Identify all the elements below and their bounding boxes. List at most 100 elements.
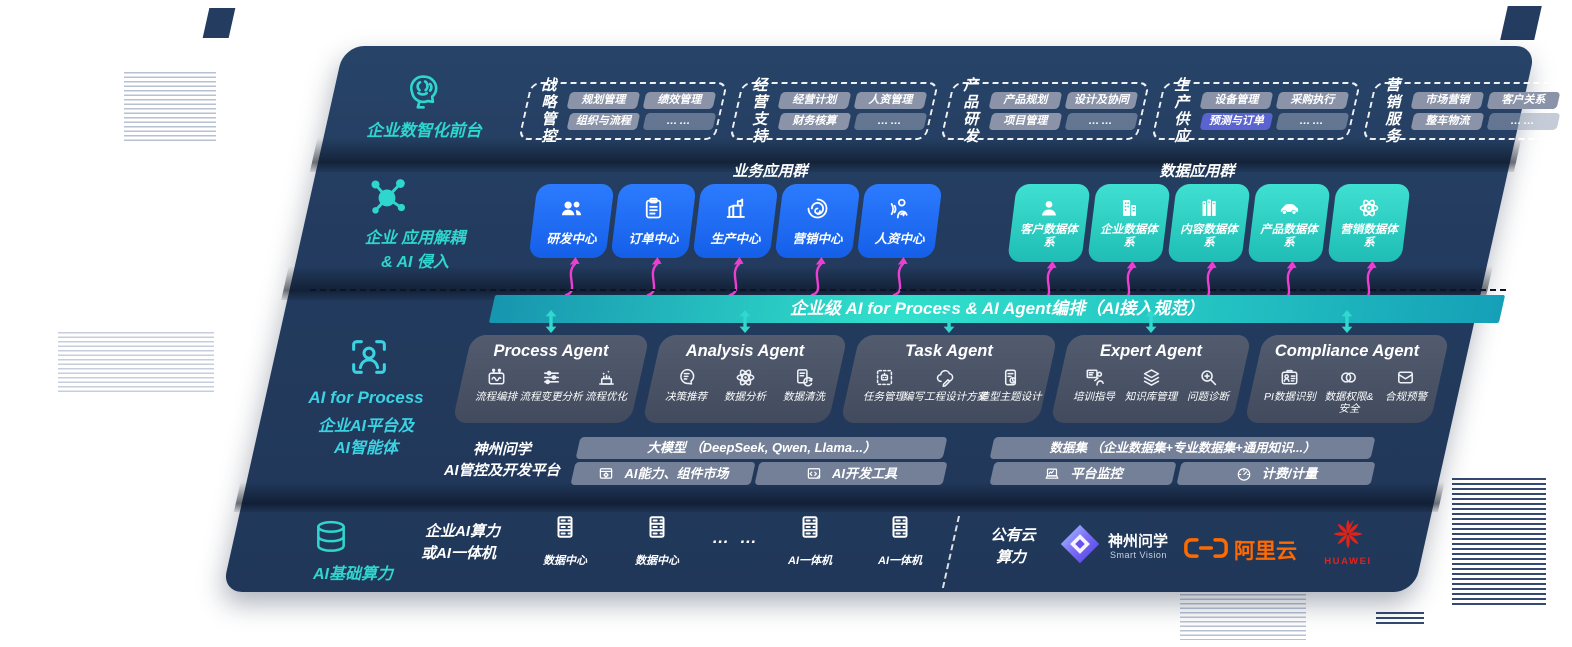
frontend-pill: …… bbox=[644, 113, 714, 130]
agent-title: Analysis Agent bbox=[685, 342, 805, 360]
layer-label-aiprocess-line3: AI智能体 bbox=[333, 440, 398, 457]
glitch-stripes-top-left bbox=[124, 72, 216, 142]
business-app-label: 研发中心 bbox=[546, 232, 597, 246]
agent-title: Expert Agent bbox=[1099, 342, 1203, 360]
model-bar: 大模型 （DeepSeek, Qwen, Llama...） bbox=[578, 437, 945, 459]
layers-icon bbox=[1140, 366, 1163, 389]
agent-capability: 决策推荐 bbox=[662, 366, 710, 404]
frontend-group-content: 经营 支持 经营计划 人资管理 财务核算 …… bbox=[752, 77, 925, 145]
frontend-pill: 经营计划 bbox=[779, 92, 849, 109]
server-icon bbox=[795, 512, 825, 542]
business-app-label: 订单中心 bbox=[628, 232, 679, 246]
compute-node: 数据中心 bbox=[619, 512, 695, 568]
agent-items: 任务管理 编写工程设计方案 造型主题设计 bbox=[858, 366, 1042, 404]
atom-icon bbox=[1357, 196, 1381, 220]
frontend-group: 战略 管控 规划管理 绩效管理 组织与流程 …… bbox=[518, 77, 728, 145]
alibabacloud-logo bbox=[1183, 536, 1229, 560]
agent-capability: 造型主题设计 bbox=[979, 366, 1042, 404]
banner-agent-arrow bbox=[942, 310, 956, 333]
layer-label-aiprocess-line1: AI for Process bbox=[308, 388, 424, 407]
business-app-label: 人资中心 bbox=[874, 232, 925, 246]
atom-icon bbox=[734, 366, 757, 389]
frontend-group-pills: 规划管理 绩效管理 组织与流程 …… bbox=[568, 92, 714, 130]
business-app-label: 营销中心 bbox=[792, 232, 843, 246]
platform-name-label: AI管控及开发平台 bbox=[444, 463, 560, 479]
spiral-target-icon bbox=[804, 195, 831, 222]
public-cloud-label-line2: 算力 bbox=[995, 549, 1026, 566]
data-app-box: 内容数据体系 bbox=[1172, 184, 1246, 301]
data-app-box: 客户数据体系 bbox=[1012, 184, 1086, 301]
agent-capability-label: 问题诊断 bbox=[1187, 391, 1229, 403]
frontend-group-label: 产品 研发 bbox=[963, 77, 979, 145]
agent-capability: 任务管理 bbox=[860, 366, 908, 404]
sliders-icon bbox=[540, 366, 563, 389]
business-app-box: 订单中心 bbox=[615, 184, 692, 297]
frontend-group: 生产 供应 设备管理 采购执行 预测与订单 …… bbox=[1151, 77, 1361, 145]
task-grid-icon bbox=[873, 366, 896, 389]
agent-capability-label: 流程编排 bbox=[475, 391, 517, 403]
platform-tool-tool_right_2: 计费/计量 bbox=[1179, 462, 1373, 485]
brain-circuit-icon bbox=[404, 72, 444, 112]
agent-capability: 流程编排 bbox=[472, 366, 520, 404]
frontend-group-content: 产品 研发 产品规划 设计及协同 项目管理 …… bbox=[963, 77, 1136, 145]
frontend-group: 经营 支持 经营计划 人资管理 财务核算 …… bbox=[729, 77, 939, 145]
data-app-label: 营销数据体系 bbox=[1340, 224, 1398, 249]
devtools-icon bbox=[805, 465, 823, 483]
layer-separator-dashed-line bbox=[310, 289, 1506, 291]
building-icon bbox=[1117, 196, 1141, 220]
agent-items: 流程编排 流程变更分析 流程优化 bbox=[470, 366, 632, 404]
vendor-sub-smartvision: Smart Vision bbox=[1110, 550, 1167, 560]
agent-items: 培训指导 知识库管理 问题诊断 bbox=[1068, 366, 1234, 404]
vendor-name-alibaba: 阿里云 bbox=[1234, 540, 1297, 563]
agent-capability-label: 任务管理 bbox=[863, 391, 905, 403]
frontend-pill: …… bbox=[1488, 113, 1558, 130]
ai-injection-arrow bbox=[563, 257, 589, 297]
vendor-name-huawei: HUAWEI bbox=[1324, 556, 1372, 567]
frontend-pill: 绩效管理 bbox=[644, 92, 714, 109]
banner-agent-arrow bbox=[1340, 310, 1354, 333]
agents-row: Process Agent 流程编排 流程变更分析 流程优化 Analysis Agen… bbox=[462, 310, 1440, 423]
layer-label-decouple-line2: & AI 侵入 bbox=[381, 254, 449, 271]
frontend-pill: 组织与流程 bbox=[568, 113, 638, 130]
person-focus-icon bbox=[346, 334, 392, 380]
workflow-icon bbox=[485, 366, 508, 389]
glitch-mark-top-left bbox=[202, 8, 236, 38]
id-card-icon bbox=[1278, 366, 1301, 389]
glitch-mark-top-right bbox=[1500, 6, 1542, 40]
frontend-group-content: 战略 管控 规划管理 绩效管理 组织与流程 …… bbox=[541, 77, 714, 145]
server-icon bbox=[885, 512, 915, 542]
layer-label-frontend: 企业数智化前台 bbox=[366, 122, 482, 140]
frontend-group: 营销 服务 市场营销 客户关系 整车物流 …… bbox=[1362, 77, 1572, 145]
monitor-icon bbox=[1043, 465, 1061, 483]
dataset-bar: 数据集 （企业数据集+专业数据集+通用知识...） bbox=[992, 437, 1373, 459]
frontend-pill: 预测与订单 bbox=[1201, 113, 1271, 130]
frontend-pill: …… bbox=[1066, 113, 1136, 130]
business-app-box: 生产中心 bbox=[697, 184, 774, 297]
agent-title: Process Agent bbox=[493, 342, 609, 360]
agent-title: Task Agent bbox=[905, 342, 993, 360]
clean-doc-icon bbox=[793, 366, 816, 389]
books-icon bbox=[1197, 196, 1221, 220]
frontend-pill: 采购执行 bbox=[1277, 92, 1347, 109]
compute-group-label-line1: 企业AI算力 bbox=[424, 523, 500, 540]
frontend-groups-row: 战略 管控 规划管理 绩效管理 组织与流程…… 经营 支持 经营计划 人资管理 财务核算…… 产… bbox=[518, 77, 1572, 145]
agent-capability: 培训指导 bbox=[1070, 366, 1118, 404]
compute-node: AI一体机 bbox=[862, 512, 938, 568]
clipboard-icon bbox=[640, 195, 667, 222]
frontend-group-label: 经营 支持 bbox=[752, 77, 768, 145]
platform-tool-tool_left_1: AI能力、组件市场 bbox=[573, 462, 753, 485]
ai-injection-arrow bbox=[809, 257, 835, 297]
agent-capability-label: PI数据识别 bbox=[1264, 391, 1316, 403]
agent-capability-label: 决策推荐 bbox=[665, 391, 707, 403]
data-app-box: 企业数据体系 bbox=[1092, 184, 1166, 301]
car-icon bbox=[1277, 196, 1301, 220]
market-icon bbox=[597, 465, 615, 483]
glitch-stripes-bottom-edge bbox=[1376, 612, 1424, 626]
layer-label-aiprocess-line2: 企业AI平台及 bbox=[317, 418, 414, 435]
agent-title: Compliance Agent bbox=[1274, 342, 1420, 360]
agent-box-compliance: Compliance Agent PI数据识别 数据权限&安全 合规预警 bbox=[1254, 310, 1440, 423]
banner-agent-arrow bbox=[1144, 310, 1158, 333]
public-cloud-label-line1: 公有云 bbox=[990, 527, 1036, 544]
customer-user-icon bbox=[1037, 196, 1061, 220]
